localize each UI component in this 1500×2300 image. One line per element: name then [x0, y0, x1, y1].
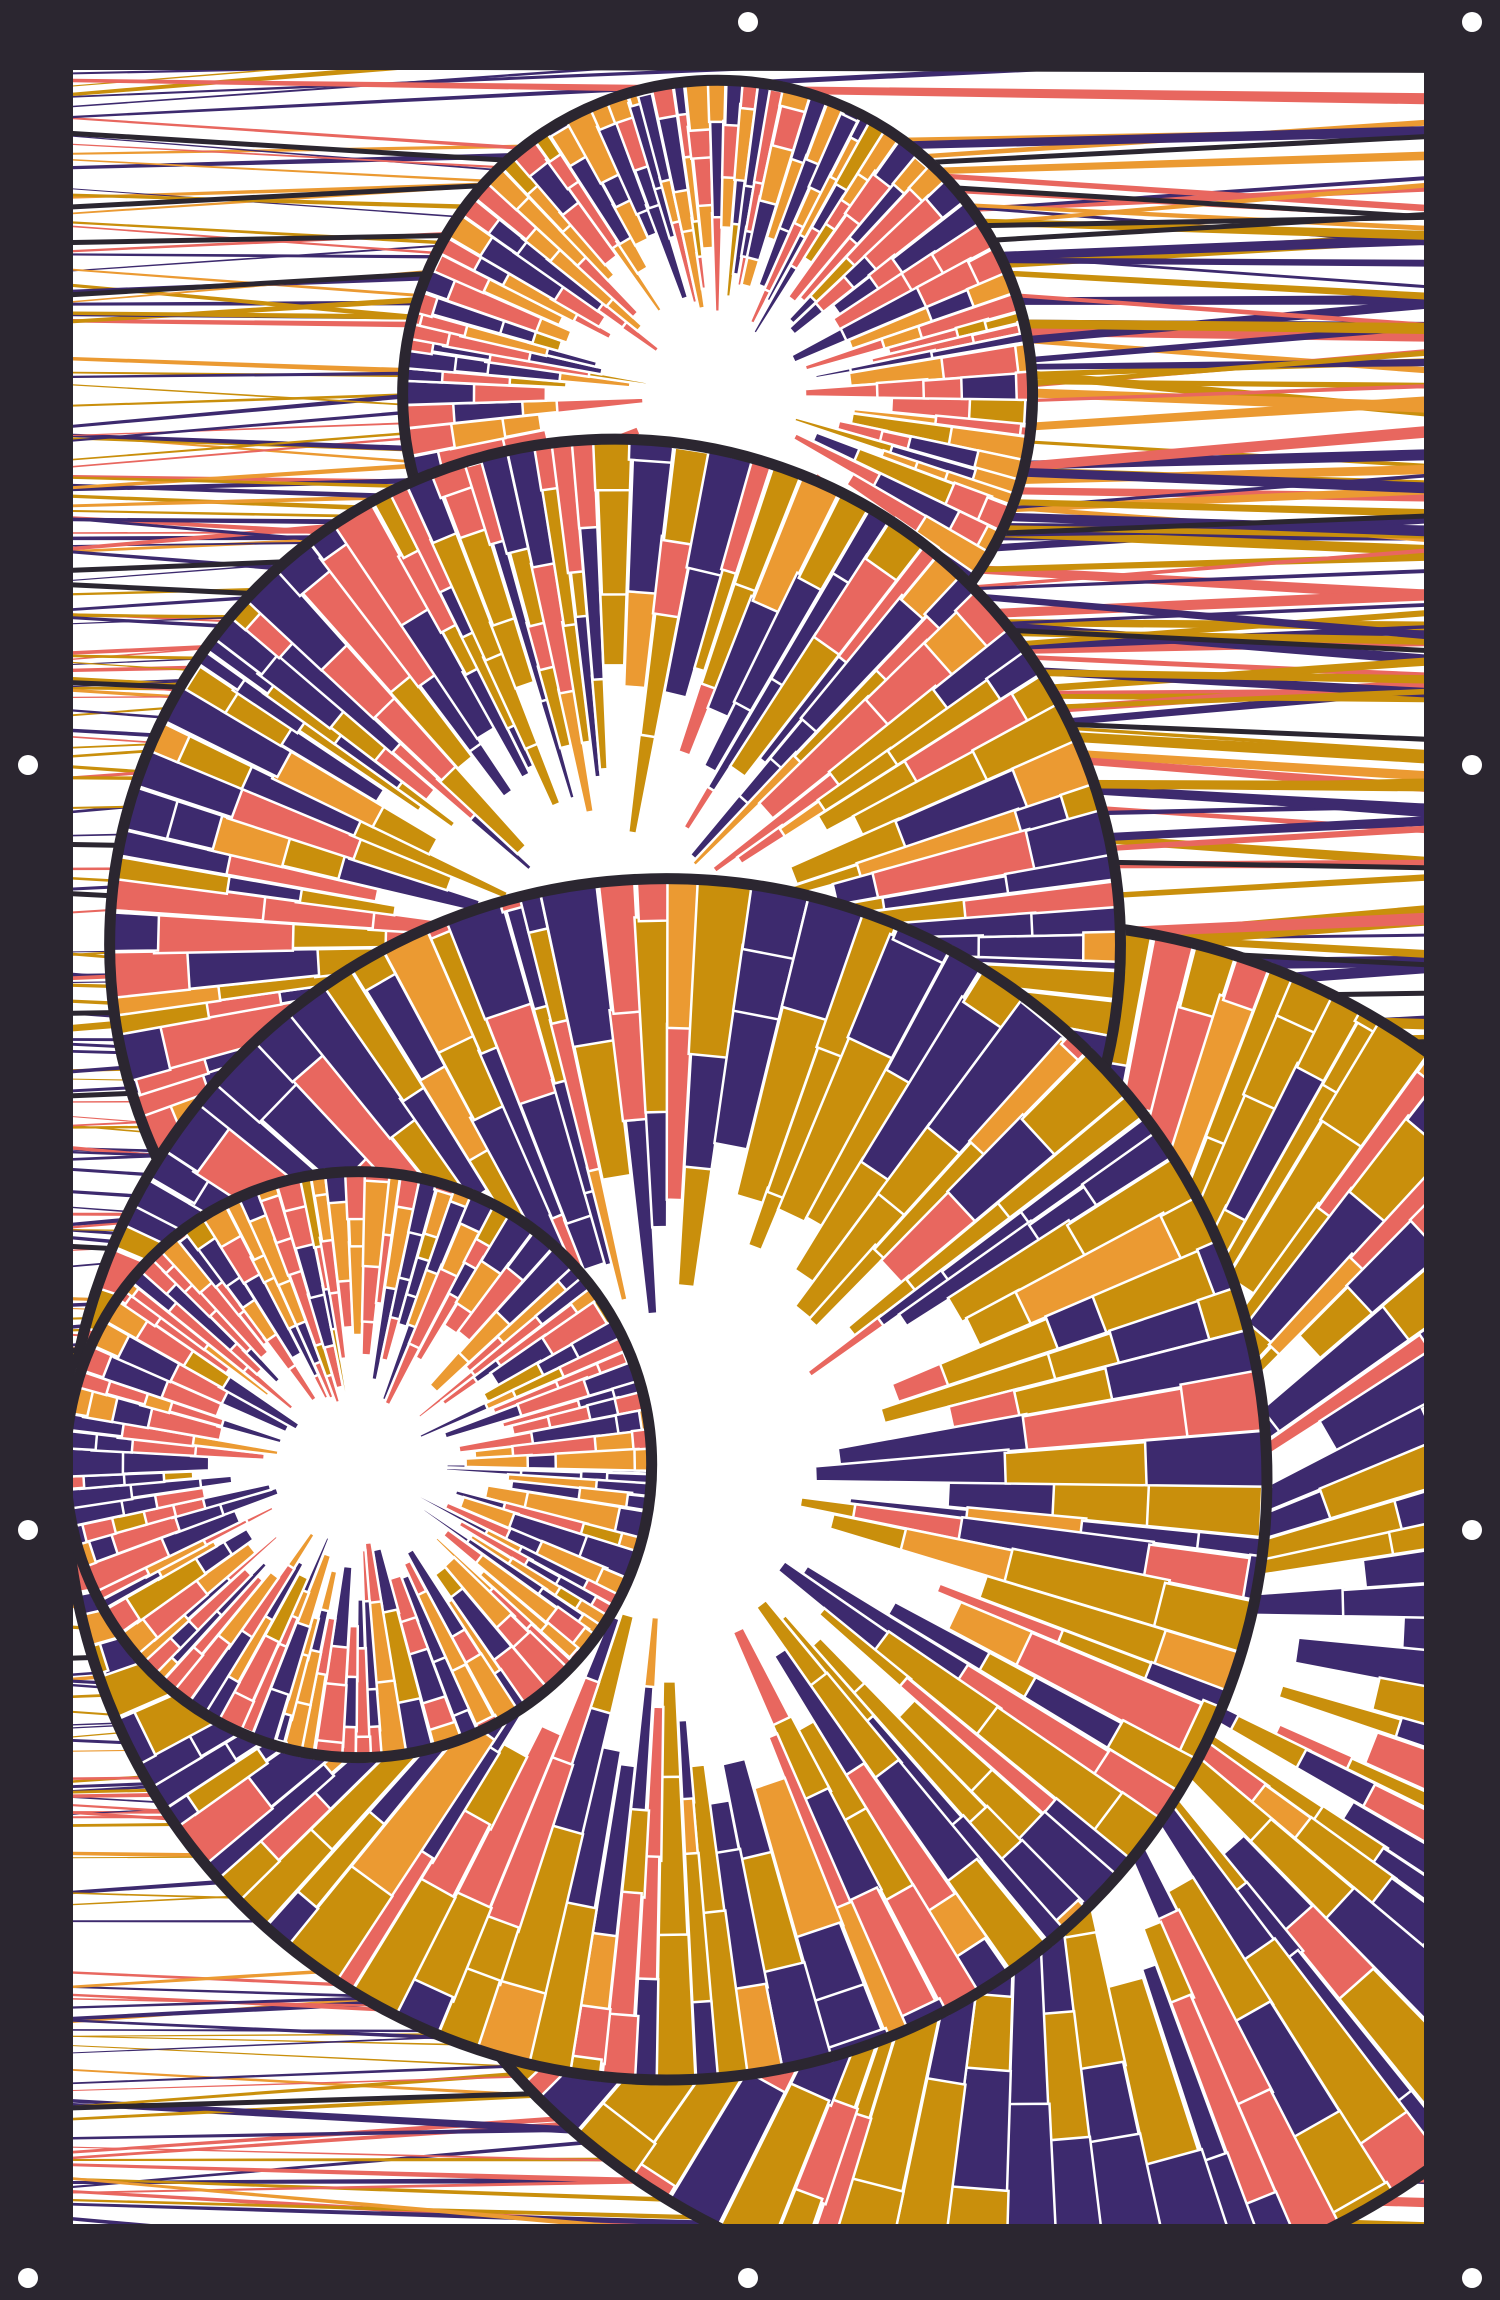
grommet	[1462, 2268, 1482, 2288]
grommet	[738, 2268, 758, 2288]
tile	[1340, 1799, 1424, 1876]
tile	[1344, 1216, 1424, 1316]
tile	[598, 589, 628, 667]
grommet	[1462, 755, 1482, 775]
tile	[1317, 1352, 1424, 1453]
tile	[1394, 1716, 1424, 1748]
tile	[1236, 2087, 1341, 2224]
tile	[1371, 1846, 1424, 1901]
tile	[1144, 2147, 1228, 2224]
tile	[1202, 2151, 1256, 2224]
tile	[591, 437, 633, 492]
tile	[1316, 1066, 1424, 1220]
tile	[73, 1413, 126, 1438]
tile	[1337, 1966, 1424, 2106]
grommet	[1462, 12, 1482, 32]
tile	[654, 1933, 698, 2086]
tile	[1347, 1113, 1424, 1224]
tile	[815, 2111, 873, 2224]
grommet	[738, 12, 758, 32]
tile	[1293, 1636, 1424, 1689]
tile	[922, 376, 968, 401]
tile	[1345, 1756, 1424, 1809]
tile	[1244, 2190, 1292, 2224]
sliver	[73, 70, 602, 108]
tile	[944, 2185, 1010, 2224]
tile	[1392, 1490, 1424, 1533]
tile	[1405, 1096, 1424, 1136]
tile	[1361, 1549, 1424, 1589]
disc	[73, 1166, 658, 1764]
tile	[1420, 1406, 1424, 1416]
tile	[1324, 1886, 1424, 2020]
tile	[1363, 1730, 1424, 1791]
tile	[1318, 1015, 1424, 1149]
tile	[895, 2076, 967, 2224]
tile	[1047, 2135, 1102, 2224]
tile	[875, 377, 930, 400]
sliver	[73, 70, 294, 75]
tile	[1087, 2132, 1162, 2224]
tile	[1143, 1429, 1273, 1489]
tile	[780, 2187, 824, 2224]
tile	[73, 1430, 99, 1452]
tile	[1400, 1609, 1424, 1652]
tile	[73, 1447, 125, 1478]
grommets	[18, 12, 1482, 2288]
tile	[1387, 1523, 1424, 1556]
tile	[977, 933, 1089, 963]
sliver	[73, 70, 1068, 119]
grommet	[18, 2268, 38, 2288]
tile	[73, 1474, 86, 1490]
tile	[1004, 2102, 1057, 2224]
tile	[959, 371, 1023, 402]
discs	[73, 74, 1424, 2224]
grommet	[18, 1520, 38, 1540]
tile	[719, 2081, 831, 2224]
tile	[1370, 1876, 1424, 1949]
tile	[1341, 1583, 1424, 1619]
tile	[1408, 1203, 1424, 1237]
sliver	[73, 2199, 1042, 2224]
sliver	[73, 70, 398, 97]
tile	[596, 484, 632, 596]
sliver	[73, 2177, 613, 2224]
tile	[464, 1453, 534, 1470]
tile	[1415, 1060, 1424, 1079]
tile	[1417, 1328, 1424, 1344]
sliver	[73, 2202, 832, 2224]
tile	[836, 2176, 906, 2224]
tile	[104, 949, 191, 1000]
sliver	[73, 2217, 151, 2224]
tile	[1380, 1268, 1424, 1342]
disc-rim	[73, 873, 1273, 2086]
disc-rim	[73, 1166, 658, 1764]
tile	[554, 1447, 641, 1472]
tile	[1370, 1676, 1424, 1726]
tile	[1348, 1176, 1424, 1272]
tile	[1318, 1443, 1424, 1521]
tile	[73, 1483, 134, 1510]
tile	[1361, 1782, 1424, 1843]
grommet	[1462, 1520, 1482, 1540]
grommet	[18, 755, 38, 775]
